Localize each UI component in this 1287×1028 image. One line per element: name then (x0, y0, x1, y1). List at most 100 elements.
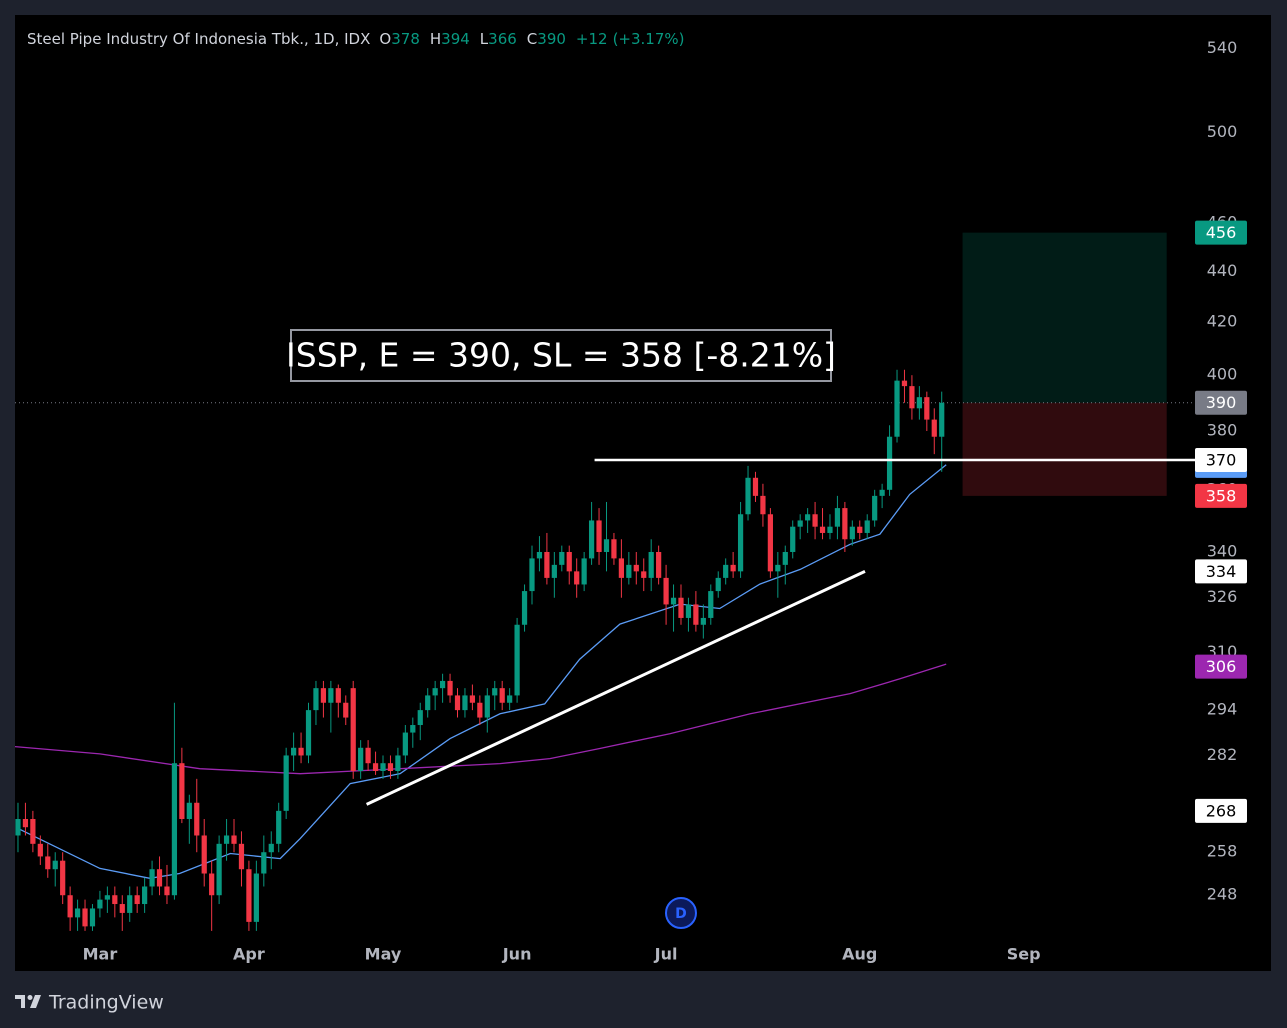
candle-body (179, 763, 185, 820)
candle-body (551, 564, 557, 578)
ohlc-prefix: H (430, 30, 441, 48)
logo-mark (27, 995, 33, 1000)
candle-body (544, 551, 550, 578)
brand[interactable]: TradingView (48, 992, 164, 1014)
candle-body (89, 908, 96, 927)
candle-body (15, 819, 21, 836)
candle-body (581, 558, 587, 585)
candle-body (477, 702, 483, 718)
ohlc-prefix: O (379, 30, 391, 48)
ohlc-value: 394 (441, 30, 470, 48)
logo-mark (15, 995, 25, 1008)
candle-body (812, 514, 818, 527)
candle-body (209, 873, 215, 896)
candle-body (618, 558, 624, 578)
logo-mark (30, 995, 41, 1008)
stop-zone (962, 402, 1167, 496)
candle-body (335, 688, 341, 703)
candle-body (372, 763, 379, 772)
candle-body (201, 835, 207, 874)
ohlc-value: 390 (537, 30, 566, 48)
x-tick-label: Apr (233, 945, 265, 964)
y-tick-label: 440 (1207, 261, 1238, 280)
price-label-text: 456 (1206, 223, 1237, 242)
candle-body (842, 508, 848, 540)
candle-body (931, 419, 937, 437)
candle-body (417, 710, 423, 726)
target-zone (962, 232, 1167, 403)
candle-body (864, 520, 870, 533)
price-label-text: 268 (1206, 801, 1237, 820)
candle-body (663, 577, 669, 605)
candle-body (737, 514, 744, 572)
candle-body (611, 539, 617, 559)
candle-body (276, 810, 282, 844)
candle-body (603, 539, 610, 552)
candle-body (730, 564, 736, 572)
event-marker[interactable] (664, 897, 697, 929)
candle-body (462, 695, 468, 711)
candle-body (454, 695, 461, 711)
candle-body (916, 397, 922, 409)
x-tick-label: Mar (83, 945, 118, 964)
annotation-box[interactable] (290, 329, 832, 382)
candle-body (752, 477, 759, 496)
candle-body (320, 688, 327, 703)
candle-body (574, 571, 580, 585)
legend-header: Steel Pipe Industry Of Indonesia Tbk., 1… (27, 30, 685, 48)
y-tick-label: 294 (1207, 700, 1238, 719)
tradingview-logo[interactable]: TradingView (15, 992, 164, 1014)
candle-body (648, 551, 654, 578)
candle-body (238, 843, 245, 870)
candle-body (149, 869, 155, 887)
candle-body (439, 680, 446, 689)
candle-body (469, 695, 476, 703)
symbol-title: Steel Pipe Industry Of Indonesia Tbk., 1… (27, 30, 370, 48)
candle-body (834, 508, 841, 527)
candle-body (45, 856, 51, 870)
change-percent: (+3.17%) (613, 30, 685, 48)
candle-body (775, 564, 781, 572)
candle-body (760, 495, 766, 515)
candle-body (82, 908, 88, 927)
y-tick-label: 540 (1207, 38, 1238, 57)
candle-body (223, 835, 230, 844)
candle-body (507, 695, 513, 703)
candle-body (499, 688, 505, 703)
candle-body (60, 860, 66, 896)
candle-body (231, 835, 237, 844)
candle-body (410, 725, 416, 733)
candle-body (395, 755, 401, 772)
candle-body (37, 843, 43, 857)
candle-body (529, 558, 535, 592)
y-tick-label: 326 (1207, 587, 1238, 606)
candle-body (328, 688, 334, 703)
candle-body (782, 551, 788, 565)
price-label (1195, 220, 1247, 245)
y-tick-label: 380 (1207, 420, 1238, 439)
candle-body (641, 571, 647, 578)
candle-body (127, 895, 133, 913)
candle-body (924, 397, 930, 420)
ohlc-value: 366 (488, 30, 517, 48)
candle-body (313, 688, 319, 711)
candle-body (22, 819, 29, 828)
candle-body (805, 514, 811, 521)
candle-body (745, 477, 751, 515)
candle-body (857, 526, 863, 533)
candle-body (432, 688, 438, 696)
x-tick-label: Aug (842, 945, 877, 964)
ohlc-value: 378 (391, 30, 420, 48)
candle-body (559, 551, 565, 565)
ohlc-prefix: L (480, 30, 489, 48)
annotation-text[interactable]: ISSP, E = 390, SL = 358 [-8.21%] (286, 336, 836, 375)
candle-body (402, 732, 408, 756)
candle-body (380, 763, 386, 772)
candle-body (305, 710, 312, 756)
candle-body (268, 843, 274, 853)
candle-body (678, 597, 684, 618)
candle-body (872, 495, 878, 521)
candle-body (261, 852, 267, 874)
candle-body (626, 564, 632, 578)
event-marker-label: D (675, 906, 687, 922)
